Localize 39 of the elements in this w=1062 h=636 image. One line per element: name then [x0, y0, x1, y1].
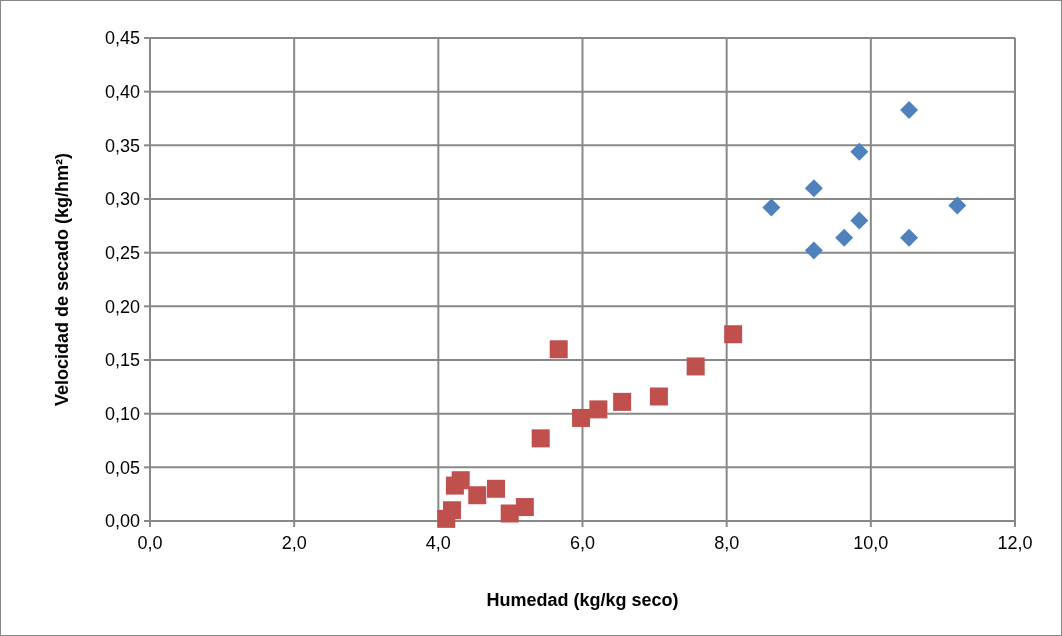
x-tick-label: 10,0 — [853, 533, 889, 553]
point — [500, 504, 519, 523]
point — [762, 198, 781, 217]
point — [572, 408, 591, 427]
x-tick-label: 6,0 — [569, 533, 596, 553]
y-axis-title: Velocidad de secado (kg/hm²) — [52, 152, 72, 407]
x-tick-label: 12,0 — [997, 533, 1033, 553]
point — [804, 241, 823, 260]
point — [835, 228, 854, 247]
point — [686, 357, 705, 376]
x-tick-label: 8,0 — [714, 533, 740, 553]
y-tick-label: 0,30 — [104, 189, 140, 210]
point — [948, 196, 967, 215]
point — [804, 179, 823, 198]
point — [613, 392, 632, 411]
y-tick-label: 0,15 — [104, 350, 140, 371]
point — [649, 387, 668, 406]
point — [900, 228, 919, 247]
x-tick-label: 0,0 — [137, 533, 163, 553]
y-tick-label: 0,00 — [104, 511, 140, 532]
y-tick-label: 0,25 — [104, 242, 140, 263]
point — [850, 211, 869, 230]
y-tick-label: 0,35 — [104, 135, 140, 156]
y-tick-label: 0,10 — [104, 403, 140, 424]
x-tick-label: 4,0 — [425, 533, 451, 553]
x-tick-label: 2,0 — [281, 533, 307, 553]
point — [487, 479, 505, 498]
point — [724, 325, 743, 344]
point — [549, 340, 568, 359]
y-tick-label: 0,40 — [104, 81, 140, 102]
point — [531, 429, 550, 448]
point — [850, 142, 869, 161]
y-tick-label: 0,20 — [104, 296, 140, 317]
point — [589, 400, 608, 419]
y-tick-label: 0,05 — [104, 457, 140, 478]
point — [468, 486, 487, 505]
point — [900, 100, 919, 119]
x-axis-title: Humedad (kg/kg seco) — [486, 590, 679, 610]
y-tick-label: 0,45 — [104, 28, 140, 49]
